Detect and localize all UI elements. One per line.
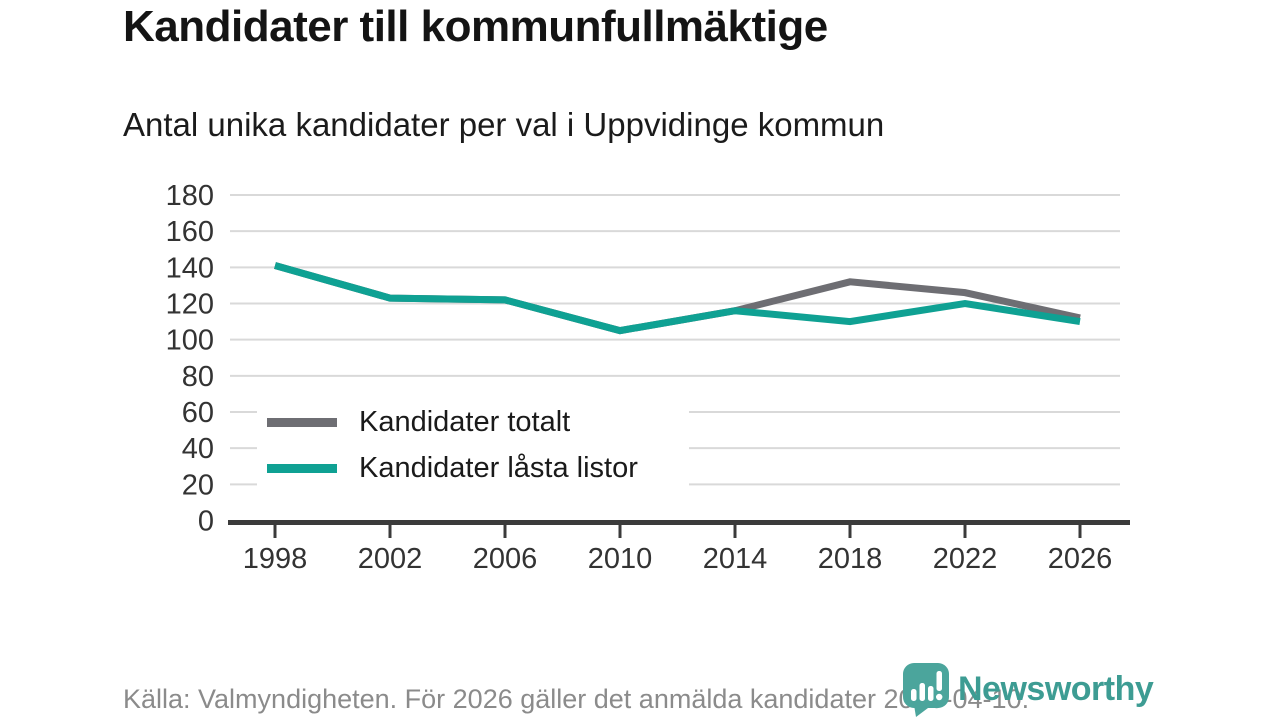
legend-label-lasta-listor: Kandidater låsta listor	[359, 452, 638, 485]
y-tick-label: 180	[166, 180, 214, 212]
chart-subtitle: Antal unika kandidater per val i Uppvidi…	[123, 106, 885, 143]
legend-item-totalt: Kandidater totalt	[257, 399, 689, 445]
y-tick-label: 100	[166, 325, 214, 357]
y-tick-label: 0	[198, 506, 214, 538]
x-tick-label: 2010	[588, 543, 653, 575]
source-note: Källa: Valmyndigheten. För 2026 gäller d…	[123, 684, 1030, 714]
legend-swatch-totalt	[267, 417, 337, 427]
x-tick-label: 2026	[1048, 543, 1113, 575]
x-tick-label: 2018	[818, 543, 883, 575]
y-tick-label: 60	[182, 397, 214, 429]
x-tick-label: 2014	[703, 543, 768, 575]
x-tick-label: 2006	[473, 543, 538, 575]
y-tick-label: 20	[182, 469, 214, 501]
x-tick-label: 2022	[933, 543, 998, 575]
x-tick-label: 2002	[358, 543, 423, 575]
newsworthy-logo: Newsworthy	[901, 661, 1154, 717]
chart-legend: Kandidater totalt Kandidater låsta listo…	[257, 399, 689, 492]
y-tick-label: 120	[166, 289, 214, 321]
y-tick-label: 40	[182, 433, 214, 465]
newsworthy-wordmark: Newsworthy	[958, 669, 1154, 708]
y-tick-label: 160	[166, 216, 214, 248]
x-tick-label: 1998	[243, 543, 308, 575]
legend-swatch-lasta-listor	[267, 464, 337, 474]
series-line-kandidater-l-sta-listor	[274, 262, 1081, 335]
chart-title: Kandidater till kommunfullmäktige	[123, 2, 828, 51]
legend-item-lasta-listor: Kandidater låsta listor	[257, 446, 689, 492]
y-tick-label: 140	[166, 252, 214, 284]
legend-label-totalt: Kandidater totalt	[359, 405, 571, 438]
newsworthy-chart-bubble-icon	[903, 663, 949, 717]
y-tick-label: 80	[182, 361, 214, 393]
